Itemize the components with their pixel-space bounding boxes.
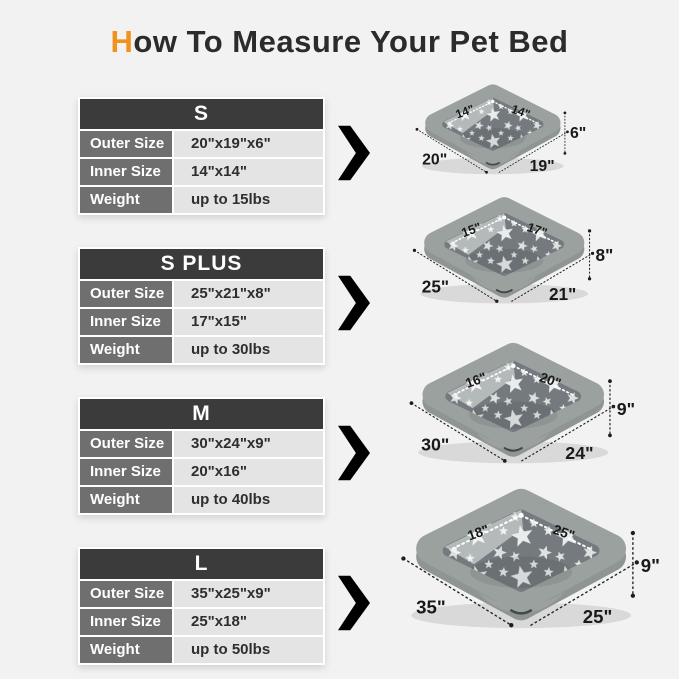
weight-row: Weight up to 50lbs — [80, 635, 323, 663]
outer-size-label: Outer Size — [80, 131, 172, 157]
inner-depth-label: 17" — [525, 219, 549, 240]
inner-width-label: 14" — [454, 102, 477, 122]
weight-row: Weight up to 40lbs — [80, 485, 323, 513]
inner-size-value: 25"x18" — [172, 609, 323, 635]
weight-label: Weight — [80, 487, 172, 513]
weight-label: Weight — [80, 187, 172, 213]
inner-width-label: 18" — [466, 522, 492, 544]
title-text: ow To Measure Your Pet Bed — [133, 24, 569, 59]
outer-size-value: 35"x25"x9" — [172, 581, 323, 607]
inner-size-row: Inner Size 20"x16" — [80, 457, 323, 485]
spec-table-s-plus: S PLUS Outer Size 25"x21"x8" Inner Size … — [78, 247, 325, 365]
spec-table-s: S Outer Size 20"x19"x6" Inner Size 14"x1… — [78, 97, 325, 215]
title-accent-letter: H — [110, 24, 134, 59]
height-label: 8" — [596, 245, 614, 265]
inner-depth-label: 20" — [538, 370, 563, 391]
outer-size-row: Outer Size 20"x19"x6" — [80, 129, 323, 157]
pet-bed-illustration-s-plus: 15" 17" 8" 25" 21" — [392, 192, 614, 323]
size-name: M — [80, 399, 323, 429]
outer-width-label: 35" — [416, 596, 446, 617]
size-name: S — [80, 99, 323, 129]
outer-size-row: Outer Size 30"x24"x9" — [80, 429, 323, 457]
outer-size-value: 30"x24"x9" — [172, 431, 323, 457]
inner-depth-label: 25" — [551, 522, 577, 544]
outer-size-label: Outer Size — [80, 581, 172, 607]
pet-bed-illustration-l: 18" 25" 9" 35" 25" — [374, 482, 660, 654]
inner-size-row: Inner Size 25"x18" — [80, 607, 323, 635]
spec-table-l: L Outer Size 35"x25"x9" Inner Size 25"x1… — [78, 547, 325, 665]
inner-size-label: Inner Size — [80, 609, 172, 635]
outer-size-value: 20"x19"x6" — [172, 131, 323, 157]
outer-width-label: 25" — [422, 276, 449, 296]
height-label: 9" — [641, 555, 660, 576]
outer-size-value: 25"x21"x8" — [172, 281, 323, 307]
inner-size-value: 17"x15" — [172, 309, 323, 335]
inner-size-row: Inner Size 17"x15" — [80, 307, 323, 335]
outer-width-label: 30" — [421, 435, 449, 455]
inner-size-label: Inner Size — [80, 309, 172, 335]
weight-row: Weight up to 30lbs — [80, 335, 323, 363]
weight-label: Weight — [80, 637, 172, 663]
spec-table-m: M Outer Size 30"x24"x9" Inner Size 20"x1… — [78, 397, 325, 515]
inner-size-label: Inner Size — [80, 159, 172, 185]
outer-depth-label: 25" — [583, 606, 613, 627]
inner-size-label: Inner Size — [80, 459, 172, 485]
outer-depth-label: 24" — [565, 443, 593, 463]
inner-size-value: 14"x14" — [172, 159, 323, 185]
weight-value: up to 40lbs — [172, 487, 323, 513]
weight-label: Weight — [80, 337, 172, 363]
inner-width-label: 15" — [459, 219, 483, 240]
outer-size-row: Outer Size 25"x21"x8" — [80, 279, 323, 307]
weight-value: up to 30lbs — [172, 337, 323, 363]
chevron-right-icon — [338, 575, 370, 631]
weight-value: up to 50lbs — [172, 637, 323, 663]
size-name: S PLUS — [80, 249, 323, 279]
size-name: L — [80, 549, 323, 579]
outer-size-row: Outer Size 35"x25"x9" — [80, 579, 323, 607]
outer-depth-label: 19" — [530, 158, 555, 175]
inner-width-label: 16" — [463, 370, 488, 391]
chevron-right-icon — [338, 275, 370, 331]
pet-bed-illustration-s: 14" 14" 6" 20" 19" — [398, 80, 586, 191]
inner-depth-label: 14" — [509, 102, 532, 122]
chevron-right-icon — [338, 125, 370, 181]
pet-bed-illustration-m: 16" 20" 9" 30" 24" — [386, 337, 635, 485]
outer-width-label: 20" — [422, 152, 447, 169]
outer-size-label: Outer Size — [80, 281, 172, 307]
inner-size-value: 20"x16" — [172, 459, 323, 485]
page-title: How To Measure Your Pet Bed — [0, 24, 679, 60]
weight-row: Weight up to 15lbs — [80, 185, 323, 213]
height-label: 6" — [570, 125, 586, 142]
weight-value: up to 15lbs — [172, 187, 323, 213]
chevron-right-icon — [338, 425, 370, 481]
outer-size-label: Outer Size — [80, 431, 172, 457]
height-label: 9" — [617, 399, 635, 419]
inner-size-row: Inner Size 14"x14" — [80, 157, 323, 185]
outer-depth-label: 21" — [549, 284, 576, 304]
